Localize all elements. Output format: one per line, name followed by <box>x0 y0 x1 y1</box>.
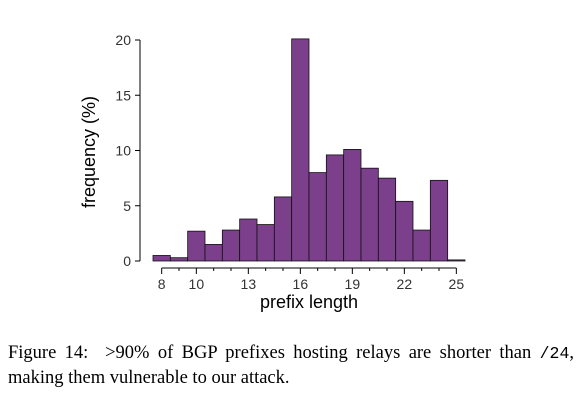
x-axis-title: prefix length <box>260 292 358 312</box>
bar-20 <box>360 167 379 262</box>
figure-caption: Figure 14: >90% of BGP prefixes hosting … <box>8 341 574 391</box>
bars-group <box>152 38 466 262</box>
bar-19 <box>343 148 362 262</box>
bar-13 <box>239 218 258 262</box>
y-tick-label: 10 <box>115 143 131 159</box>
y-axis-title: frequency (%) <box>79 96 99 208</box>
bar-23 <box>412 229 431 262</box>
caption-percent: 90% <box>115 343 150 363</box>
y-axis: 0 5 10 15 20 <box>115 32 141 269</box>
x-tick-label: 25 <box>449 276 465 292</box>
bar-12 <box>221 229 241 262</box>
x-tick-label: 16 <box>293 276 309 292</box>
caption-text-1: of BGP prefixes hosting relays are short… <box>149 343 540 363</box>
caption-code: /24 <box>539 344 570 363</box>
y-tick-label: 0 <box>123 253 131 269</box>
bar-25 <box>447 259 466 262</box>
bar-9 <box>169 257 189 262</box>
x-tick-label: 10 <box>189 276 205 292</box>
bar-18 <box>325 154 345 262</box>
bar-8 <box>152 255 171 262</box>
bar-10 <box>187 230 206 262</box>
x-tick-label: 13 <box>241 276 257 292</box>
caption-label: Figure 14: <box>8 343 89 363</box>
bar-11 <box>204 244 223 262</box>
x-axis: 8 10 13 16 19 22 25 <box>158 267 465 292</box>
bar-22 <box>395 200 414 262</box>
x-tick-label: 8 <box>158 276 166 292</box>
caption-text-2: , making them vulnerable to our attack. <box>8 343 574 388</box>
histogram-chart: 0 5 10 15 20 8 10 13 16 19 22 25 prefix length fre… <box>79 32 466 312</box>
bar-21 <box>377 177 397 262</box>
bar-16 <box>291 38 310 262</box>
x-tick-label: 19 <box>345 276 361 292</box>
bar-15 <box>273 196 293 262</box>
caption-gt: > <box>105 343 116 363</box>
bar-24 <box>429 179 449 262</box>
bar-14 <box>256 224 275 262</box>
x-tick-label: 22 <box>397 276 413 292</box>
y-tick-label: 15 <box>115 87 131 103</box>
y-tick-label: 20 <box>115 32 131 48</box>
bar-17 <box>308 172 327 262</box>
y-tick-label: 5 <box>123 198 131 214</box>
